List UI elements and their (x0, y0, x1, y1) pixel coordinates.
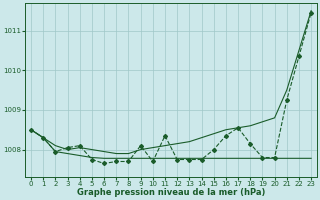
X-axis label: Graphe pression niveau de la mer (hPa): Graphe pression niveau de la mer (hPa) (77, 188, 265, 197)
